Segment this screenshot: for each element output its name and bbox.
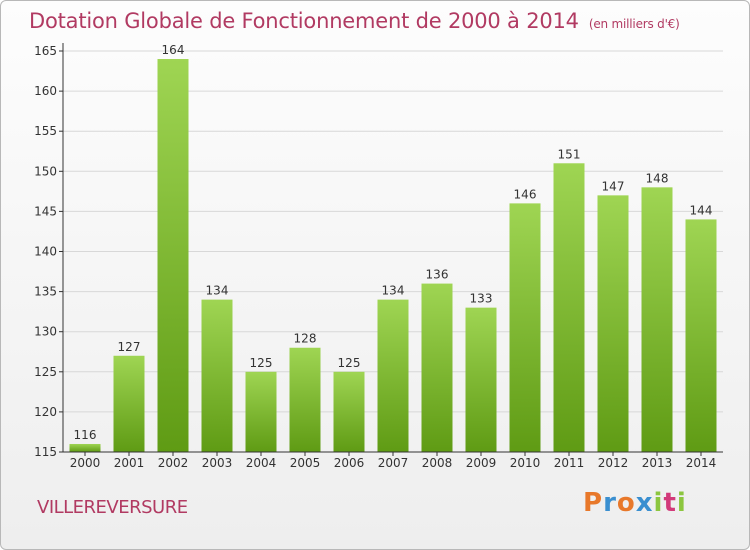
commune-name: VILLEREVERSURE	[37, 497, 188, 518]
bar	[201, 299, 233, 452]
bars	[69, 59, 717, 453]
logo-letter: x	[635, 488, 654, 518]
unit-label: (en milliers d'€)	[588, 17, 680, 31]
bar	[113, 355, 145, 452]
y-tick-label: 115	[34, 445, 57, 459]
bar	[377, 299, 409, 452]
logo-letter: P	[583, 488, 604, 518]
value-label: 164	[162, 43, 185, 57]
x-tick-label: 2009	[466, 456, 497, 470]
labels: 115 120 125 130 135 140 145 150 155 160 165 116 2000…	[34, 43, 716, 470]
bar	[157, 59, 189, 453]
value-label: 127	[118, 340, 141, 354]
logo-letter: r	[603, 488, 617, 518]
bar	[685, 219, 717, 452]
bar	[245, 371, 277, 452]
y-tick-label: 150	[34, 164, 57, 178]
y-tick-label: 145	[34, 204, 57, 218]
value-label: 128	[294, 332, 317, 346]
x-tick-label: 2014	[686, 456, 717, 470]
value-label: 116	[74, 428, 97, 442]
bar	[421, 283, 453, 452]
bar	[509, 203, 541, 452]
value-label: 133	[470, 292, 493, 306]
bar	[333, 371, 365, 452]
bar	[465, 307, 497, 452]
value-label: 151	[558, 147, 581, 161]
proxiti-logo: Proxiti	[583, 488, 687, 518]
value-label: 136	[426, 268, 449, 282]
x-tick-label: 2006	[334, 456, 365, 470]
logo-letter: t	[663, 488, 677, 518]
value-label: 134	[206, 284, 229, 298]
bar	[69, 443, 101, 452]
y-tick-label: 160	[34, 84, 57, 98]
x-tick-label: 2002	[158, 456, 189, 470]
y-tick-label: 120	[34, 405, 57, 419]
x-tick-label: 2010	[510, 456, 541, 470]
y-tick-label: 125	[34, 365, 57, 379]
x-tick-label: 2004	[246, 456, 277, 470]
logo-letter: i	[676, 488, 687, 518]
logo-letter: i	[653, 488, 664, 518]
logo-letter: o	[616, 488, 636, 518]
value-label: 125	[338, 356, 361, 370]
value-label: 146	[514, 187, 537, 201]
value-label: 147	[602, 179, 625, 193]
x-tick-label: 2003	[202, 456, 233, 470]
bar	[597, 195, 629, 453]
bar	[641, 187, 673, 452]
y-tick-label: 155	[34, 124, 57, 138]
y-tick-label: 135	[34, 285, 57, 299]
x-tick-label: 2001	[114, 456, 145, 470]
chart-title: Dotation Globale de Fonctionnement de 20…	[29, 9, 680, 33]
x-tick-label: 2008	[422, 456, 453, 470]
x-tick-label: 2005	[290, 456, 321, 470]
bar	[553, 163, 585, 452]
value-label: 144	[690, 203, 713, 217]
x-tick-label: 2000	[70, 456, 101, 470]
x-tick-label: 2011	[554, 456, 585, 470]
title-text: Dotation Globale de Fonctionnement de 20…	[29, 9, 579, 33]
x-tick-label: 2013	[642, 456, 673, 470]
value-label: 125	[250, 356, 273, 370]
value-label: 148	[646, 171, 669, 185]
y-tick-label: 165	[34, 44, 57, 58]
y-tick-label: 140	[34, 245, 57, 259]
x-tick-label: 2007	[378, 456, 409, 470]
value-label: 134	[382, 284, 405, 298]
axes	[59, 43, 723, 456]
y-tick-label: 130	[34, 325, 57, 339]
bar	[289, 347, 321, 452]
x-tick-label: 2012	[598, 456, 629, 470]
